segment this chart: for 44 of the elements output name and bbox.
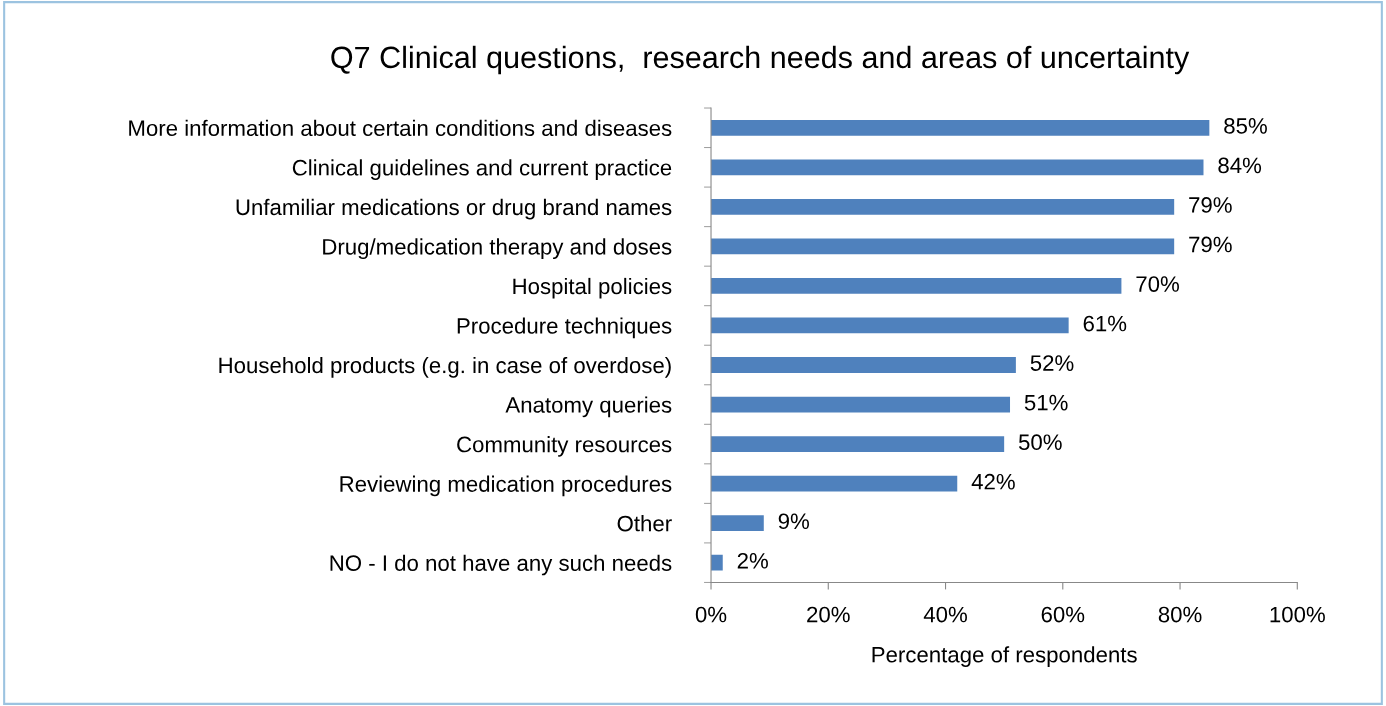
x-tick-label: 80% [1158, 606, 1202, 623]
data-label: 61% [1083, 315, 1127, 332]
x-tick-label: 100% [1270, 606, 1325, 623]
x-tick-label: 40% [923, 606, 967, 623]
x-axis-title: Percentage of respondents [872, 646, 1137, 667]
data-label: 42% [971, 473, 1015, 490]
data-label: 70% [1136, 276, 1179, 292]
y-tick-label: Anatomy queries [505, 396, 672, 418]
bar [711, 436, 1005, 452]
data-label: 50% [1018, 434, 1062, 451]
data-label: 79% [1189, 236, 1232, 253]
data-label: 52% [1030, 355, 1074, 371]
y-tick-label: Clinical guidelines and current practice [292, 159, 672, 180]
bar [711, 159, 1204, 176]
y-tick-label: Other [617, 515, 672, 532]
bar [711, 357, 1016, 373]
data-label: 79% [1189, 197, 1232, 213]
data-label: 51% [1024, 394, 1068, 411]
bar [711, 475, 958, 492]
y-tick-label: Hospital policies [513, 277, 672, 299]
bar [711, 198, 1175, 215]
bar [711, 515, 764, 532]
y-tick-label: Reviewing medication procedures [340, 475, 672, 497]
bar [711, 396, 1011, 413]
bar [711, 119, 1210, 136]
data-label: 85% [1224, 118, 1267, 134]
data-label: 84% [1218, 157, 1262, 174]
y-tick-label: Community resources [457, 436, 672, 457]
y-tick-label: More information about certain conditions and diseases [129, 119, 672, 137]
y-tick-label: Household products (e.g. in case of overdose) [219, 356, 671, 378]
bar [711, 554, 723, 571]
bar [711, 238, 1175, 255]
bar [711, 317, 1069, 334]
y-tick-label: NO - I do not have any such needs [330, 554, 672, 576]
x-tick-label: 20% [807, 606, 850, 623]
y-tick-label: Unfamiliar medications or drug brand names [236, 198, 672, 220]
y-tick-label: Procedure techniques [457, 317, 672, 339]
data-label: 2% [737, 552, 768, 569]
data-label: 9% [778, 513, 809, 530]
y-tick-label: Drug/medication therapy and doses [323, 238, 672, 260]
x-tick-label: 60% [1041, 606, 1085, 623]
chart-title: Q7 Clinical questions, research needs and areas of uncertainty [331, 45, 1190, 75]
bar [711, 278, 1122, 294]
x-tick-label: 0% [695, 606, 727, 623]
